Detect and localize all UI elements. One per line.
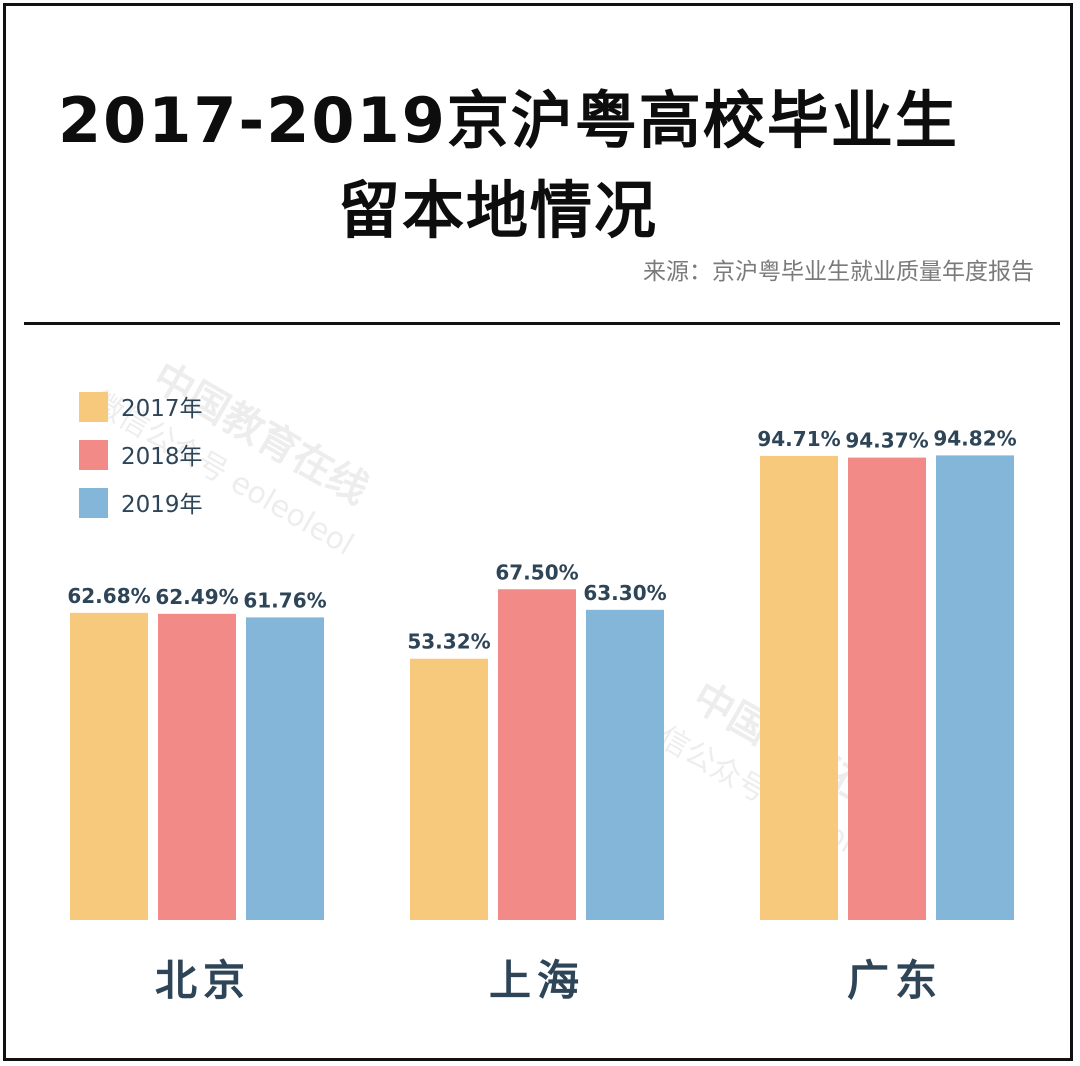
chart-title-line2: 留本地情况 bbox=[338, 174, 659, 247]
category-label: 广东 bbox=[847, 956, 943, 1005]
value-label: 62.68% bbox=[67, 584, 150, 608]
bar-上海-2017年 bbox=[410, 658, 488, 920]
legend-label: 2017年 bbox=[121, 396, 203, 422]
value-label: 53.32% bbox=[407, 630, 490, 654]
value-label: 62.49% bbox=[155, 585, 238, 609]
value-label: 94.71% bbox=[757, 427, 840, 451]
category-labels: 北京 上海 广东 bbox=[155, 956, 943, 1005]
legend-label: 2018年 bbox=[121, 444, 203, 470]
bar-北京-2019年 bbox=[246, 617, 324, 920]
chart-title-line1: 2017-2019京沪粤高校毕业生 bbox=[58, 84, 959, 157]
value-label: 94.37% bbox=[845, 429, 928, 453]
bars bbox=[70, 455, 1014, 920]
bar-北京-2018年 bbox=[158, 613, 236, 920]
value-label: 63.30% bbox=[583, 581, 666, 605]
header-divider bbox=[24, 322, 1060, 325]
value-labels: 62.68% 62.49% 61.76% 53.32% 67.50%63.30% 94.7… bbox=[67, 426, 1016, 653]
bar-上海-2019年 bbox=[586, 609, 664, 920]
legend-label: 2019年 bbox=[121, 492, 203, 518]
bar-广东-2019年 bbox=[936, 455, 1014, 920]
value-label: 67.50% bbox=[495, 560, 578, 584]
category-label: 北京 bbox=[155, 956, 251, 1005]
category-label: 上海 bbox=[489, 956, 585, 1005]
bar-广东-2018年 bbox=[848, 457, 926, 920]
legend-swatch-2019年 bbox=[79, 488, 108, 518]
legend: 2017年 2018年 2019年 bbox=[79, 392, 203, 518]
source-note: 来源：京沪粤毕业生就业质量年度报告 bbox=[643, 259, 1034, 285]
legend-swatch-2018年 bbox=[79, 440, 108, 470]
bar-北京-2017年 bbox=[70, 612, 148, 920]
value-label: 94.82% bbox=[933, 426, 1016, 450]
value-label: 61.76% bbox=[243, 588, 326, 612]
legend-swatch-2017年 bbox=[79, 392, 108, 422]
outer-frame bbox=[3, 3, 1073, 1061]
bar-广东-2017年 bbox=[760, 455, 838, 920]
bar-上海-2018年 bbox=[498, 589, 576, 920]
